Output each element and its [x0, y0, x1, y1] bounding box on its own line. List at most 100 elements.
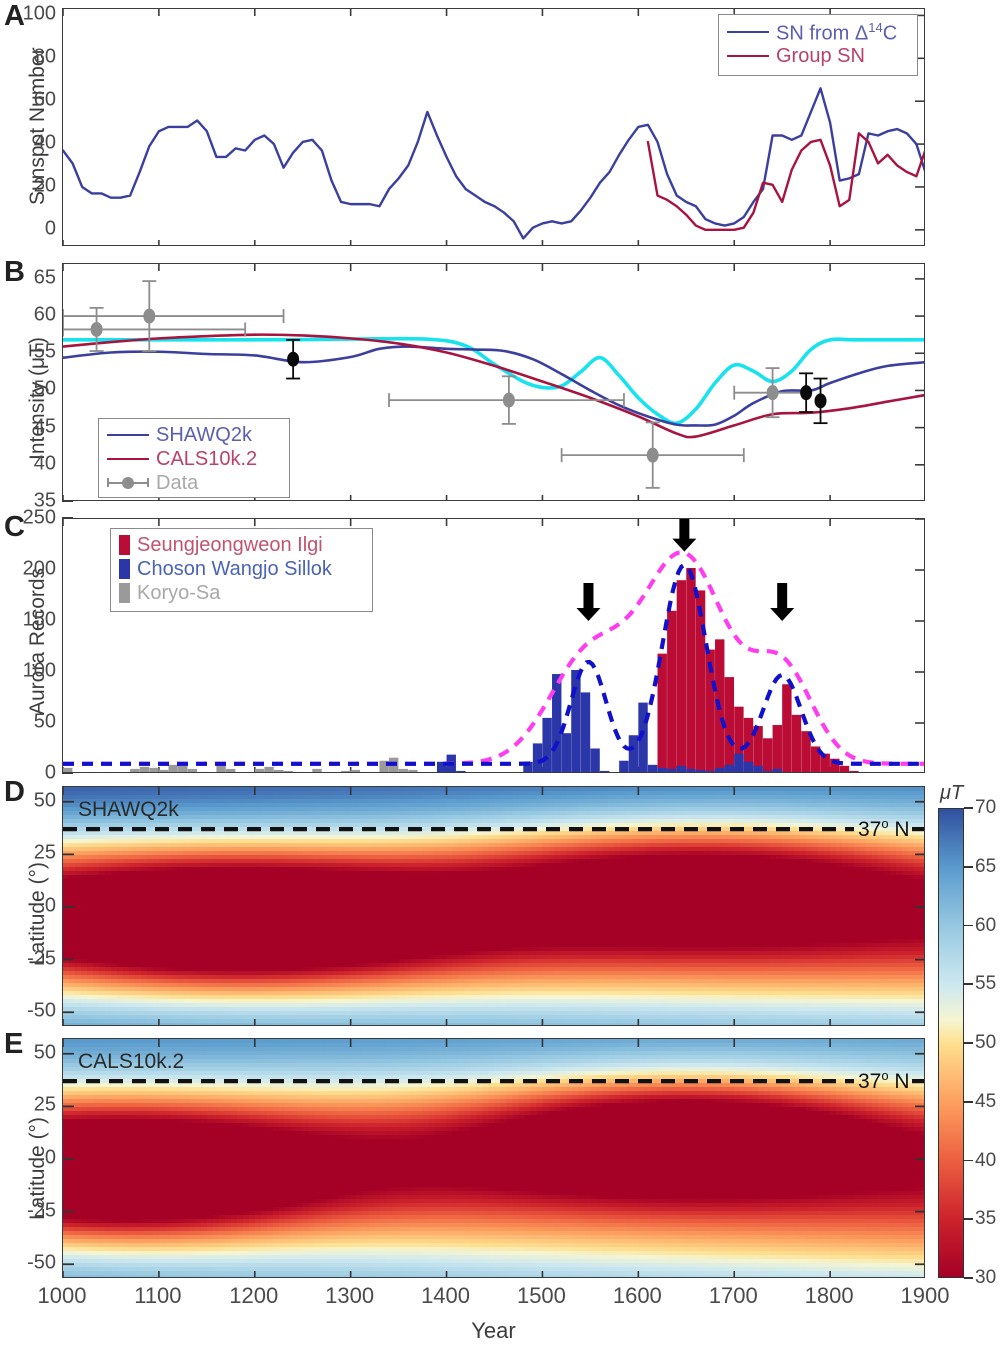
sn-c14-line-swatch [727, 31, 769, 33]
panel-c-ylabel: Aurora Records [26, 567, 49, 715]
colorbar [938, 808, 964, 1278]
y-tick-mark [62, 500, 73, 502]
aurora-bar [830, 758, 840, 772]
legend-item-seungjeongweon[interactable]: Seungjeongweon Ilgi [111, 533, 372, 557]
legend-item-shawq2k[interactable]: SHAWQ2k [99, 423, 289, 447]
seungjeongweon-bar-swatch [119, 535, 130, 555]
y-tick-label: 0 [44, 894, 56, 917]
legend-label-sn-c14-post: C [882, 22, 898, 45]
colorbar-tick-label: 60 [975, 914, 997, 936]
panel-d-plot: 37o N [62, 786, 925, 1026]
legend-label-koryo: Koryo-Sa [137, 582, 221, 604]
panel-d-title: SHAWQ2k [78, 798, 179, 821]
aurora-bar [676, 580, 687, 772]
colorbar-tick-mark [964, 1277, 973, 1279]
x-tick-label: 1600 [612, 1283, 662, 1308]
aurora-bar [743, 761, 754, 772]
aurora-bar [715, 767, 725, 772]
aurora-bar [782, 684, 792, 772]
colorbar-tick-mark [964, 1100, 973, 1103]
y-tick-label: 20 [33, 174, 56, 197]
aurora-bar [657, 653, 667, 772]
y-tick-label: 0 [44, 1146, 56, 1169]
aurora-bar [695, 590, 706, 772]
aurora-bar [130, 768, 140, 772]
aurora-bar [667, 610, 677, 772]
panel-a-chart [63, 9, 924, 245]
data-point [799, 372, 814, 413]
legend-item-sn-c14[interactable]: SN from Δ14C [719, 20, 917, 44]
y-tick-label: 65 [33, 266, 56, 289]
y-tick-label: 100 [22, 2, 56, 25]
y-tick-label: 60 [33, 88, 56, 111]
aurora-bar [542, 717, 552, 772]
colorbar-tick-label: 35 [975, 1208, 997, 1230]
aurora-bar [810, 746, 821, 772]
envelope-curve [63, 562, 924, 766]
colorbar-tick-label: 40 [975, 1149, 997, 1171]
aurora-bar [178, 765, 188, 772]
panel-letter-c: C [4, 511, 25, 543]
legend-item-group-sn[interactable]: Group SN [719, 44, 917, 68]
aurora-bar [312, 768, 322, 772]
data-point [388, 375, 625, 425]
colorbar-tick-mark [964, 1042, 973, 1044]
aurora-bar [753, 765, 763, 772]
y-tick-label: -25 [27, 947, 56, 970]
aurora-bar [849, 770, 859, 772]
aurora-bar [254, 768, 265, 772]
aurora-bar [293, 771, 303, 772]
data-marker-swatch [107, 476, 149, 490]
y-tick-label: 200 [22, 557, 56, 580]
aurora-bar [216, 764, 226, 772]
aurora-bar [772, 725, 782, 772]
colorbar-tick-mark [964, 924, 973, 927]
legend-label-sn-c14-sup: 14 [868, 19, 883, 35]
aurora-bar [724, 677, 735, 772]
aurora-bar [628, 735, 639, 772]
x-tick-label: 1100 [134, 1283, 182, 1308]
aurora-bar [197, 771, 207, 772]
y-tick-label: 60 [33, 303, 56, 326]
aurora-bar [619, 760, 629, 772]
aurora-bar [667, 768, 677, 772]
aurora-bar [705, 649, 715, 772]
data-point [560, 421, 745, 489]
aurora-bar [571, 669, 581, 772]
koryo-bar-swatch [119, 583, 130, 603]
aurora-bar [638, 702, 648, 772]
panel-letter-a: A [4, 0, 25, 32]
aurora-bar [686, 768, 696, 772]
y-tick-label: 35 [33, 489, 56, 512]
legend-item-data[interactable]: Data [99, 471, 289, 495]
aurora-bar [226, 768, 236, 772]
aurora-bar [676, 765, 687, 772]
panel-c-legend: Seungjeongweon Ilgi Choson Wangjo Sillok… [110, 528, 373, 612]
panel-letter-b: B [4, 256, 25, 288]
colorbar-tick-mark [964, 983, 973, 986]
data-point [286, 338, 301, 380]
y-tick-label: 50 [33, 789, 56, 812]
legend-item-choson[interactable]: Choson Wangjo Sillok [111, 557, 372, 581]
colorbar-tick-label: 65 [975, 855, 997, 877]
legend-label-shawq2k: SHAWQ2k [156, 424, 252, 446]
aurora-bar [187, 768, 198, 772]
y-tick-label: 40 [33, 131, 56, 154]
y-tick-label: 40 [33, 452, 56, 475]
aurora-bar [858, 771, 869, 772]
legend-item-koryo[interactable]: Koryo-Sa [111, 581, 372, 605]
aurora-bar [408, 769, 418, 772]
aurora-bar [734, 753, 744, 772]
aurora-bar [350, 769, 361, 772]
y-tick-label: -50 [27, 999, 56, 1022]
legend-label-choson: Choson Wangjo Sillok [137, 558, 332, 580]
aurora-bar [772, 768, 782, 772]
aurora-bar [657, 767, 667, 772]
cals10k2-line-swatch [107, 458, 149, 460]
aurora-bar [801, 731, 811, 772]
y-tick-label: 50 [33, 377, 56, 400]
aurora-bar [341, 770, 351, 772]
legend-item-cals10k2[interactable]: CALS10k.2 [99, 447, 289, 471]
aurora-bar [360, 771, 370, 772]
